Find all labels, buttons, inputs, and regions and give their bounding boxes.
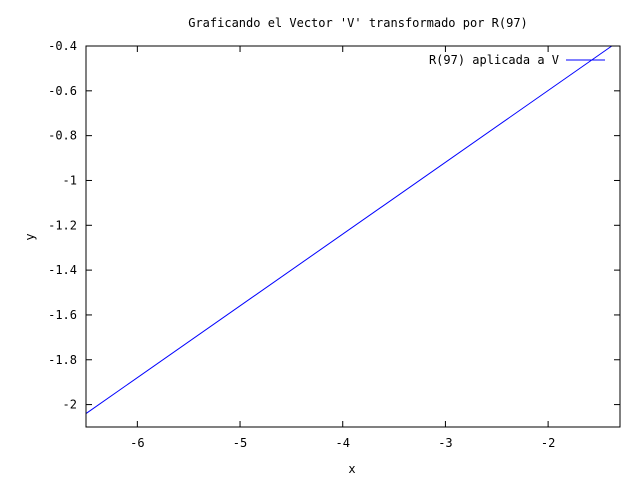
x-tick-label: -6 — [130, 436, 144, 450]
x-tick-label: -2 — [541, 436, 555, 450]
plot-layer — [85, 45, 613, 414]
y-tick-label: -1.2 — [48, 218, 77, 232]
ticks-layer: -6 -5 -4 -3 -2 -2 -1.8 -1.6 -1.4 -1.2 -1 -0.8 -0.6 -0… — [48, 39, 620, 450]
y-tick-label: -0.4 — [48, 39, 77, 53]
y-tick-label: -0.6 — [48, 84, 77, 98]
y-axis-label: y — [23, 233, 37, 240]
x-tick-label: -4 — [336, 436, 350, 450]
series-line — [85, 45, 613, 414]
y-tick-label: -2 — [63, 398, 77, 412]
legend: R(97) aplicada a V — [429, 53, 605, 67]
x-tick-label: -5 — [233, 436, 247, 450]
plot-frame — [85, 45, 621, 428]
chart-title: Graficando el Vector 'V' transformado po… — [188, 16, 528, 30]
y-tick-label: -1.8 — [48, 353, 77, 367]
y-tick-label: -1.4 — [48, 263, 77, 277]
y-tick-label: -1 — [63, 173, 77, 187]
y-tick-label: -1.6 — [48, 308, 77, 322]
legend-label: R(97) aplicada a V — [429, 53, 559, 67]
x-tick-label: -3 — [438, 436, 452, 450]
x-axis-label: x — [348, 462, 355, 476]
y-tick-label: -0.8 — [48, 129, 77, 143]
